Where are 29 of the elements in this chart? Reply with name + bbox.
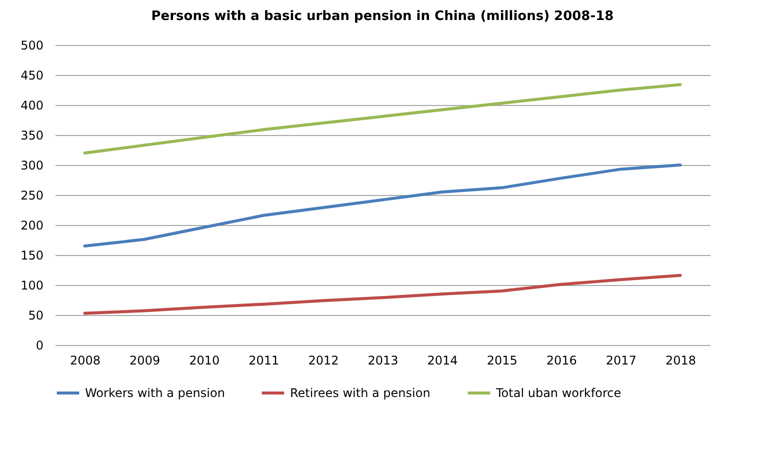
x-tick-label: 2008 [70,354,101,368]
y-tick-label: 100 [20,278,44,292]
y-tick-label: 150 [20,248,44,262]
y-tick-label: 200 [20,218,44,232]
x-tick-label: 2017 [606,354,636,368]
y-tick-label: 500 [20,38,44,52]
y-tick-label: 450 [20,68,44,82]
line-series [83,164,682,248]
x-tick-label: 2016 [546,354,577,368]
line-series [83,274,682,315]
y-tick-label: 0 [36,338,44,352]
y-tick-label: 250 [20,188,44,202]
x-tick-label: 2015 [486,354,518,368]
x-tick-label: 2014 [427,354,458,368]
y-tick-label: 350 [20,128,44,142]
x-tick-label: 2010 [189,354,220,368]
y-tick-label: 300 [20,158,44,172]
legend-label: Retirees with a pension [290,386,430,400]
x-tick-label: 2013 [368,354,398,368]
legend-label: Workers with a pension [85,386,225,400]
y-tick-label: 50 [28,308,44,322]
x-tick-label: 2009 [130,354,160,368]
y-tick-label: 400 [20,98,44,112]
x-tick-label: 2012 [308,354,339,368]
chart-title: Persons with a basic urban pension in China (millions) 2008-18 [151,9,614,24]
line-series [83,83,682,154]
legend-label: Total uban workforce [495,386,622,400]
x-tick-label: 2018 [665,354,696,368]
x-tick-label: 2011 [248,354,280,368]
